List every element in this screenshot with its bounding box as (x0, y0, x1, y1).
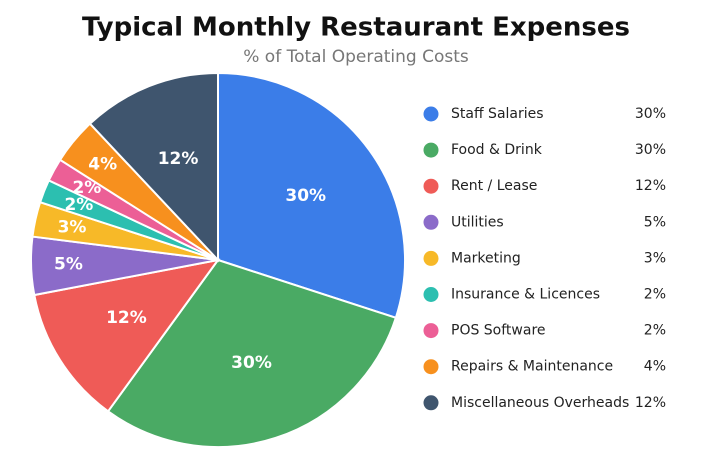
slice-label: 30% (285, 186, 326, 206)
legend-value: 2% (644, 287, 666, 303)
legend-marker (423, 250, 439, 266)
legend-label: Marketing (451, 250, 521, 266)
legend-value: 30% (635, 106, 666, 122)
legend-value: 12% (635, 178, 666, 194)
legend-label: Utilities (451, 214, 504, 230)
legend-value: 2% (644, 323, 666, 339)
chart-subtitle: % of Total Operating Costs (243, 47, 469, 67)
legend-marker (423, 395, 439, 411)
legend-marker (423, 142, 439, 158)
legend-label: Miscellaneous Overheads (451, 395, 629, 411)
pie-slice (33, 258, 221, 413)
legend-value: 12% (635, 395, 666, 411)
pie-slice (106, 258, 398, 448)
legend-marker (423, 287, 439, 302)
legend-label: Insurance & Licences (451, 287, 600, 303)
legend-marker (423, 106, 439, 122)
slice-label: 12% (106, 308, 147, 328)
legend-marker (423, 359, 439, 375)
legend-value: 5% (644, 214, 666, 230)
slice-label: 2% (72, 178, 101, 198)
slice-label: 12% (158, 149, 199, 169)
chart-title: Typical Monthly Restaurant Expenses (82, 13, 630, 43)
pie-slice (88, 71, 219, 263)
legend-marker (423, 178, 439, 194)
slice-label: 4% (88, 155, 117, 175)
slice-label: 2% (64, 195, 93, 215)
slice-label: 30% (231, 353, 272, 373)
legend-label: Staff Salaries (451, 106, 544, 122)
legend-label: Food & Drink (451, 142, 543, 158)
pie-slice (217, 71, 406, 320)
legend-value: 30% (635, 142, 666, 158)
legend-label: POS Software (451, 323, 546, 339)
slice-label: 3% (58, 217, 87, 237)
slice-label: 5% (54, 255, 83, 275)
legend-marker (423, 214, 439, 230)
legend-value: 3% (644, 250, 666, 266)
legend-label: Rent / Lease (451, 178, 537, 194)
legend-marker (423, 323, 439, 339)
legend-value: 4% (644, 359, 666, 375)
legend-label: Repairs & Maintenance (451, 359, 613, 375)
